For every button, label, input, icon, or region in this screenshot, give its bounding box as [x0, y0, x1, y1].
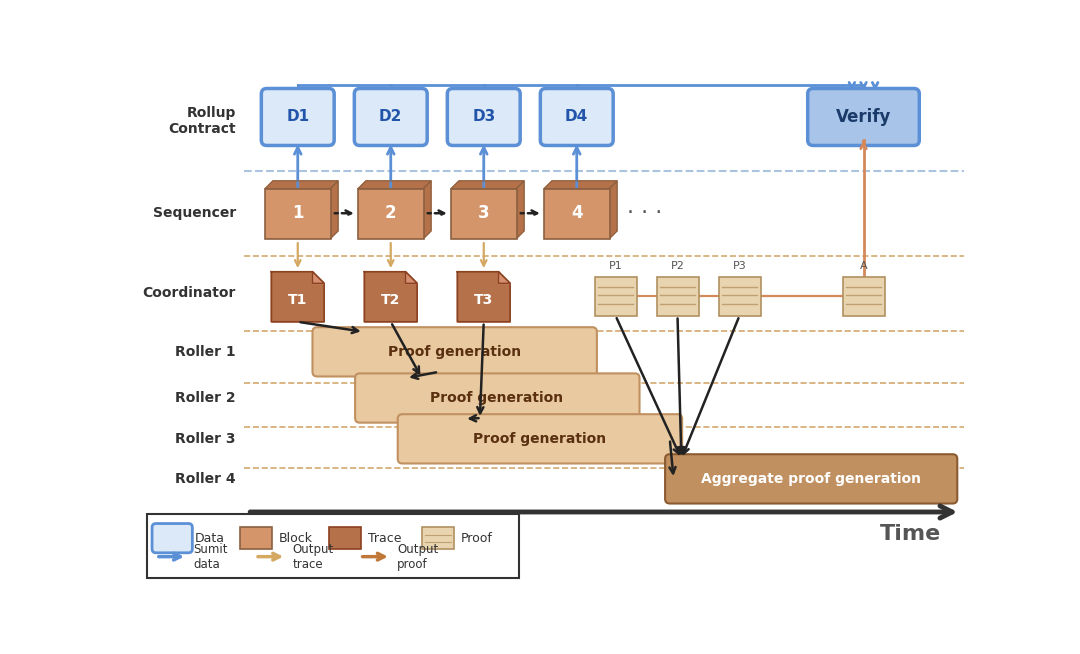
Text: Proof: Proof [460, 532, 492, 545]
Polygon shape [364, 272, 417, 322]
Text: Data: Data [194, 532, 225, 545]
Bar [359, 188, 424, 239]
Text: P3: P3 [732, 261, 746, 271]
FancyBboxPatch shape [261, 88, 334, 145]
Polygon shape [499, 272, 510, 283]
FancyBboxPatch shape [312, 327, 597, 377]
Bar [595, 277, 637, 316]
Text: Block: Block [279, 532, 312, 545]
Bar [266, 188, 332, 239]
Text: Aggregate proof generation: Aggregate proof generation [701, 472, 921, 486]
Text: · · ·: · · · [627, 203, 662, 223]
Bar [451, 188, 517, 239]
Bar [657, 277, 699, 316]
FancyBboxPatch shape [808, 88, 919, 145]
Text: Output
trace: Output trace [293, 543, 334, 571]
Bar [544, 188, 610, 239]
Polygon shape [271, 272, 324, 322]
Bar [422, 527, 455, 549]
Polygon shape [330, 181, 338, 239]
Text: Time: Time [880, 524, 941, 543]
Text: T1: T1 [288, 293, 308, 307]
FancyBboxPatch shape [152, 524, 192, 553]
FancyBboxPatch shape [397, 414, 683, 464]
Text: D4: D4 [565, 109, 589, 124]
Text: Trace: Trace [367, 532, 401, 545]
Polygon shape [544, 181, 617, 188]
Text: D2: D2 [379, 109, 403, 124]
Text: Proof generation: Proof generation [430, 391, 564, 405]
Text: Output
proof: Output proof [397, 543, 438, 571]
Polygon shape [458, 272, 510, 322]
Polygon shape [359, 181, 431, 188]
Text: 1: 1 [292, 204, 303, 222]
Bar [240, 527, 272, 549]
FancyBboxPatch shape [665, 455, 957, 504]
FancyBboxPatch shape [355, 373, 639, 422]
Text: Roller 1: Roller 1 [175, 345, 235, 359]
FancyBboxPatch shape [540, 88, 613, 145]
Text: Roller 2: Roller 2 [175, 391, 235, 405]
Text: Sequencer: Sequencer [152, 206, 235, 220]
Text: Roller 4: Roller 4 [175, 472, 235, 486]
Text: Sumit
data: Sumit data [193, 543, 228, 571]
Text: 2: 2 [384, 204, 396, 222]
Text: Verify: Verify [836, 108, 891, 126]
Bar [842, 277, 886, 316]
Text: Roller 3: Roller 3 [175, 432, 235, 446]
Bar [147, 513, 518, 578]
FancyBboxPatch shape [354, 88, 428, 145]
Text: T2: T2 [381, 293, 401, 307]
Text: Rollup
Contract: Rollup Contract [168, 106, 235, 136]
Polygon shape [266, 181, 338, 188]
Bar [718, 277, 761, 316]
Bar [328, 527, 362, 549]
Text: Proof generation: Proof generation [473, 432, 606, 446]
Text: 3: 3 [478, 204, 489, 222]
Text: 4: 4 [571, 204, 582, 222]
Polygon shape [451, 181, 524, 188]
Text: Proof generation: Proof generation [388, 345, 521, 359]
Polygon shape [405, 272, 417, 283]
Polygon shape [609, 181, 617, 239]
Text: P1: P1 [609, 261, 622, 271]
Text: P2: P2 [671, 261, 685, 271]
FancyBboxPatch shape [447, 88, 521, 145]
Text: T3: T3 [474, 293, 494, 307]
Polygon shape [423, 181, 431, 239]
Text: A: A [860, 261, 867, 271]
Text: D1: D1 [286, 109, 309, 124]
Text: D3: D3 [472, 109, 496, 124]
Polygon shape [312, 272, 324, 283]
Text: Coordinator: Coordinator [143, 286, 235, 300]
Polygon shape [516, 181, 524, 239]
